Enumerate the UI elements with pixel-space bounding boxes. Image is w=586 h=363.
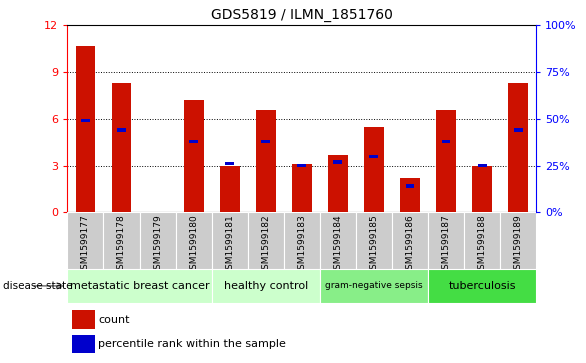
Bar [212, 212, 248, 269]
Text: gram-negative sepsis: gram-negative sepsis [325, 281, 423, 290]
Bar [320, 269, 428, 303]
Text: GSM1599179: GSM1599179 [153, 215, 162, 276]
Bar [428, 269, 536, 303]
Bar [189, 140, 198, 143]
Bar [508, 83, 528, 212]
Bar [212, 269, 320, 303]
Bar [514, 129, 523, 132]
Bar [72, 310, 94, 329]
Bar [436, 110, 456, 212]
Bar [478, 164, 486, 167]
Bar [76, 46, 96, 212]
Text: percentile rank within the sample: percentile rank within the sample [98, 339, 286, 350]
Text: GSM1599187: GSM1599187 [441, 215, 451, 276]
Text: GSM1599188: GSM1599188 [478, 215, 486, 276]
Bar [464, 212, 500, 269]
Text: GSM1599183: GSM1599183 [297, 215, 306, 276]
Text: tuberculosis: tuberculosis [448, 281, 516, 291]
Text: GSM1599181: GSM1599181 [225, 215, 234, 276]
Bar [67, 269, 212, 303]
Bar [176, 212, 212, 269]
Text: GSM1599182: GSM1599182 [261, 215, 270, 275]
Bar [261, 140, 270, 143]
Bar [220, 166, 240, 212]
Bar [392, 212, 428, 269]
Bar [328, 155, 347, 212]
Text: count: count [98, 315, 130, 325]
Bar [256, 110, 275, 212]
Bar [364, 127, 384, 212]
Bar [117, 129, 126, 132]
Text: GSM1599185: GSM1599185 [369, 215, 379, 276]
Bar [428, 212, 464, 269]
Text: GSM1599180: GSM1599180 [189, 215, 198, 276]
Bar [333, 160, 342, 164]
Bar [183, 100, 203, 212]
Bar [248, 212, 284, 269]
Bar [442, 140, 451, 143]
Bar [320, 212, 356, 269]
Bar [472, 166, 492, 212]
Bar [139, 212, 176, 269]
Text: GSM1599186: GSM1599186 [406, 215, 414, 276]
Text: GSM1599177: GSM1599177 [81, 215, 90, 276]
Text: healthy control: healthy control [224, 281, 308, 291]
Bar [297, 164, 306, 167]
Bar [72, 335, 94, 353]
Title: GDS5819 / ILMN_1851760: GDS5819 / ILMN_1851760 [211, 8, 393, 22]
Bar [356, 212, 392, 269]
Text: GSM1599189: GSM1599189 [514, 215, 523, 276]
Bar [292, 164, 312, 212]
Text: metastatic breast cancer: metastatic breast cancer [70, 281, 209, 291]
Bar [225, 162, 234, 166]
Text: GSM1599178: GSM1599178 [117, 215, 126, 276]
Bar [81, 119, 90, 122]
Bar [400, 178, 420, 212]
Bar [284, 212, 320, 269]
Bar [104, 212, 139, 269]
Bar [67, 212, 104, 269]
Bar [369, 155, 379, 158]
Bar [500, 212, 536, 269]
Bar [111, 83, 131, 212]
Text: GSM1599184: GSM1599184 [333, 215, 342, 275]
Text: disease state: disease state [3, 281, 73, 291]
Bar [406, 184, 414, 188]
